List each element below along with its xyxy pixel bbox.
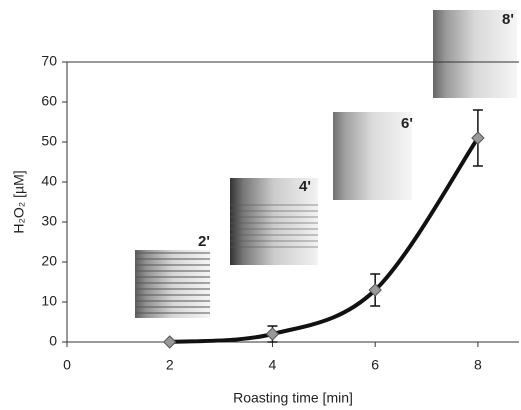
annotation: 8' xyxy=(502,11,514,28)
y-tick-label: 0 xyxy=(49,333,57,349)
annotation: 6' xyxy=(401,115,413,132)
y-tick-label: 30 xyxy=(41,213,57,229)
x-tick-label: 8 xyxy=(474,357,482,373)
gel-image xyxy=(433,10,517,98)
y-tick-label: 40 xyxy=(41,173,57,189)
y-tick-label: 10 xyxy=(41,293,57,309)
marker xyxy=(265,327,280,341)
x-axis-label: Roasting time [min] xyxy=(233,390,353,406)
marker xyxy=(368,283,382,297)
y-tick-label: 20 xyxy=(41,253,57,269)
x-tick-label: 2 xyxy=(166,357,174,373)
line xyxy=(169,136,480,344)
y-tick-label: 60 xyxy=(41,93,57,109)
x-tick-label: 6 xyxy=(371,357,379,373)
y-tick-label: 70 xyxy=(41,53,57,69)
annotation: 2' xyxy=(198,233,210,250)
annotation: 4' xyxy=(299,178,311,195)
marker xyxy=(471,131,485,145)
gel-images xyxy=(135,10,517,318)
gel-bands xyxy=(230,200,318,250)
marker xyxy=(163,335,177,349)
y-tick-label: 50 xyxy=(41,133,57,149)
x-tick-label: 4 xyxy=(269,357,277,373)
y-axis-label: H₂O₂ [µM] xyxy=(11,170,27,233)
x-tick-label: 0 xyxy=(63,357,71,373)
gel-image xyxy=(333,112,412,200)
gel-bands xyxy=(135,250,210,318)
